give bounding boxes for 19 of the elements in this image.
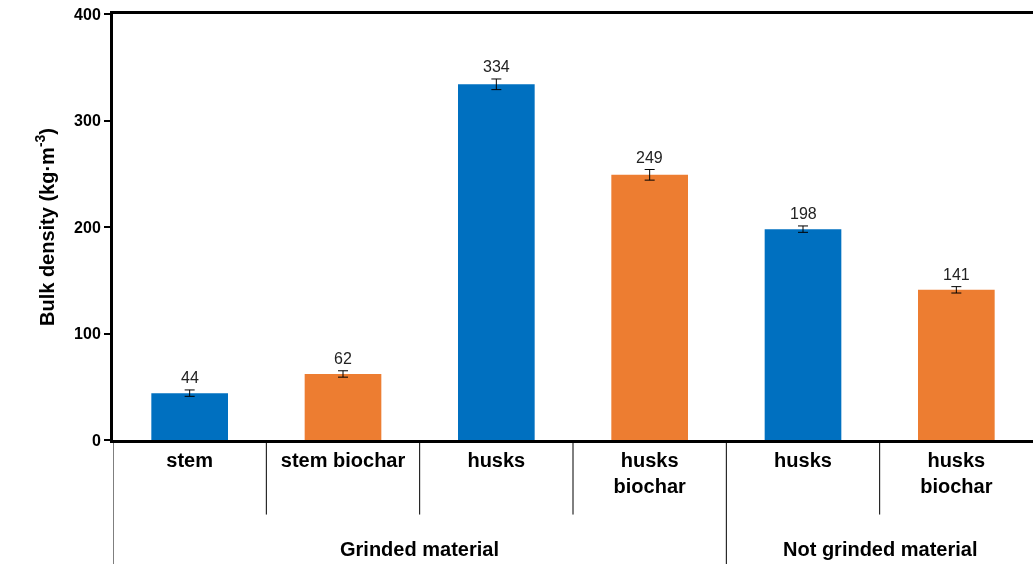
x-tick-label: husks biochar — [613, 449, 686, 497]
data-label: 249 — [636, 149, 663, 166]
x-tick-label: stem — [166, 449, 214, 471]
y-tick-label: 100 — [74, 325, 101, 343]
x-tick-label: husks — [467, 449, 526, 471]
data-label: 141 — [943, 266, 970, 283]
data-label: 334 — [483, 58, 510, 75]
y-tick-label: 0 — [91, 431, 101, 449]
x-tick-label: stem biochar — [280, 449, 406, 471]
y-tick-label: 200 — [74, 218, 101, 236]
data-label: 44 — [181, 369, 199, 386]
data-label: 198 — [790, 205, 817, 222]
y-tick-label: 400 — [74, 5, 101, 23]
x-tick-label: husks biochar — [920, 449, 993, 497]
x-tick-label: husks — [774, 449, 832, 471]
text: Not grinded material — [783, 538, 978, 560]
data-label: 62 — [334, 350, 352, 367]
text: Grinded material — [340, 538, 499, 560]
y-tick-label: 300 — [74, 112, 101, 130]
